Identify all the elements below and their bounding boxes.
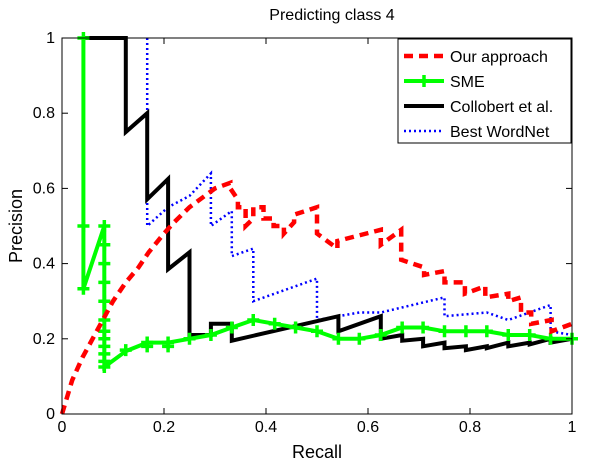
- legend-label-sme: SME: [450, 74, 485, 91]
- x-tick-label: 0.2: [153, 419, 175, 436]
- data-point-marker: [98, 276, 111, 289]
- x-tick-label: 0: [58, 419, 67, 436]
- data-point-marker: [247, 314, 260, 326]
- plot-frame: [61, 37, 573, 415]
- y-tick-label: 1: [46, 30, 55, 47]
- data-point-marker: [98, 220, 111, 232]
- data-point-marker: [183, 332, 196, 345]
- data-point-marker: [374, 329, 387, 342]
- data-point-marker: [77, 282, 90, 295]
- x-axis-label: Recall: [292, 442, 342, 462]
- data-point-marker: [141, 340, 154, 353]
- y-tick-label: 0.6: [33, 180, 55, 197]
- data-point-marker: [77, 220, 90, 232]
- data-point-marker: [289, 321, 302, 334]
- y-tick-label: 0: [46, 406, 55, 423]
- legend-label-our-approach: Our approach: [450, 49, 548, 66]
- x-tick-label: 0.8: [459, 419, 481, 436]
- data-point-marker: [502, 329, 515, 342]
- series-line-our-approach: [59, 179, 573, 415]
- y-tick-label: 0.8: [33, 105, 55, 122]
- data-point-marker: [204, 329, 217, 342]
- y-tick-label: 0.4: [33, 256, 55, 273]
- data-point-marker: [119, 344, 132, 357]
- data-point-marker: [523, 329, 536, 342]
- data-point-marker: [225, 321, 238, 334]
- data-point-marker: [98, 361, 111, 373]
- data-point-marker: [396, 321, 409, 334]
- data-point-marker: [353, 332, 366, 345]
- data-point-marker: [98, 257, 111, 270]
- data-point-marker: [268, 317, 281, 330]
- legend-label-best-wordnet: Best WordNet: [450, 124, 550, 141]
- data-point-marker: [459, 325, 472, 338]
- legend-label-collobert-et-al: Collobert et al.: [450, 99, 553, 116]
- legend-items: Our approach SME Collobert et al. Best Word…: [404, 49, 553, 141]
- y-axis-label: Precision: [6, 189, 26, 263]
- data-point-marker: [332, 332, 345, 345]
- data-point-marker: [98, 238, 111, 251]
- data-point-marker: [480, 325, 493, 338]
- data-point-marker: [544, 332, 557, 345]
- x-tick-label: 1: [568, 419, 577, 436]
- data-point-marker: [162, 340, 175, 353]
- legend-marker: [418, 75, 430, 87]
- legend: Our approach SME Collobert et al. Best Word…: [397, 38, 572, 144]
- series-line-collobert-et-al: [83, 36, 573, 353]
- series-layer: [59, 32, 578, 415]
- x-tick-label: 0.6: [357, 419, 379, 436]
- x-tick-label: 0.4: [255, 419, 277, 436]
- data-point-marker: [311, 325, 323, 338]
- data-point-marker: [438, 325, 451, 338]
- data-point-marker: [417, 321, 430, 334]
- data-point-marker: [98, 295, 111, 308]
- y-tick-label: 0.2: [33, 331, 55, 348]
- chart-title: Predicting class 4: [269, 7, 394, 24]
- series-line-best-wordnet: [145, 38, 573, 337]
